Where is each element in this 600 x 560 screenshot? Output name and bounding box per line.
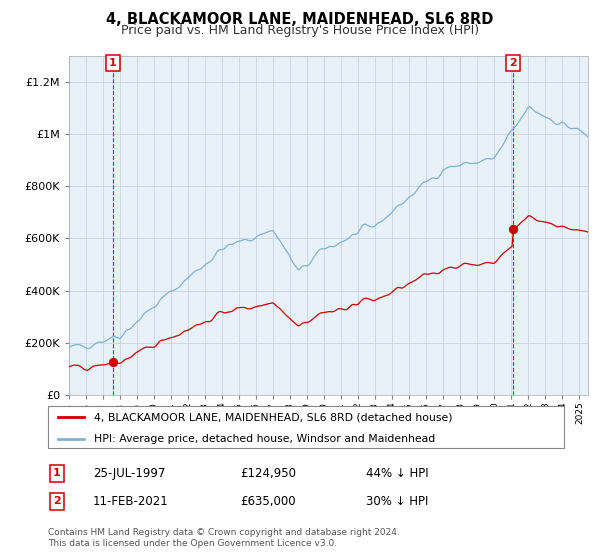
Text: Price paid vs. HM Land Registry's House Price Index (HPI): Price paid vs. HM Land Registry's House … xyxy=(121,24,479,36)
Text: 4, BLACKAMOOR LANE, MAIDENHEAD, SL6 8RD: 4, BLACKAMOOR LANE, MAIDENHEAD, SL6 8RD xyxy=(106,12,494,27)
Text: £124,950: £124,950 xyxy=(240,466,296,480)
Text: HPI: Average price, detached house, Windsor and Maidenhead: HPI: Average price, detached house, Wind… xyxy=(94,434,436,444)
Text: 4, BLACKAMOOR LANE, MAIDENHEAD, SL6 8RD (detached house): 4, BLACKAMOOR LANE, MAIDENHEAD, SL6 8RD … xyxy=(94,412,453,422)
Text: 1: 1 xyxy=(109,58,116,68)
Text: Contains HM Land Registry data © Crown copyright and database right 2024.: Contains HM Land Registry data © Crown c… xyxy=(48,528,400,537)
Text: 1: 1 xyxy=(53,468,61,478)
Text: £635,000: £635,000 xyxy=(240,494,296,508)
Text: 30% ↓ HPI: 30% ↓ HPI xyxy=(366,494,428,508)
Text: 2: 2 xyxy=(509,58,517,68)
Point xyxy=(108,358,118,367)
Point xyxy=(509,225,518,234)
Text: 11-FEB-2021: 11-FEB-2021 xyxy=(93,494,169,508)
Text: 44% ↓ HPI: 44% ↓ HPI xyxy=(366,466,428,480)
Text: 2: 2 xyxy=(53,496,61,506)
Text: This data is licensed under the Open Government Licence v3.0.: This data is licensed under the Open Gov… xyxy=(48,539,337,548)
Text: 25-JUL-1997: 25-JUL-1997 xyxy=(93,466,166,480)
FancyBboxPatch shape xyxy=(48,406,564,448)
